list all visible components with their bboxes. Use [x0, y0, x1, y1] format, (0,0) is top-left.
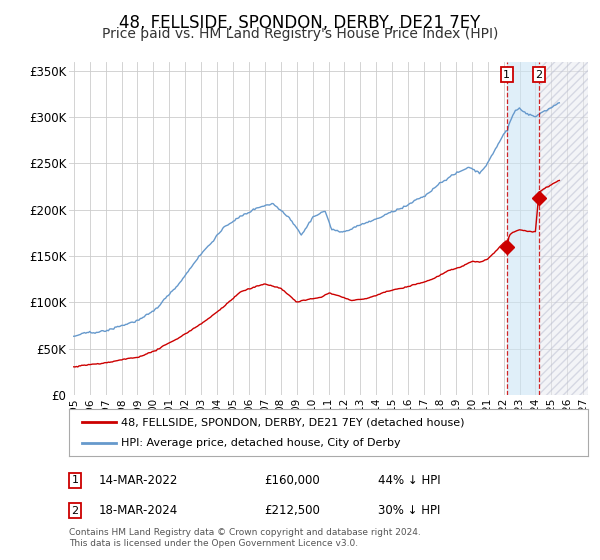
Text: HPI: Average price, detached house, City of Derby: HPI: Average price, detached house, City…: [121, 438, 401, 448]
Text: 1: 1: [71, 475, 79, 486]
Text: 18-MAR-2024: 18-MAR-2024: [99, 504, 178, 517]
Text: 2: 2: [71, 506, 79, 516]
Text: £212,500: £212,500: [264, 504, 320, 517]
Text: £160,000: £160,000: [264, 474, 320, 487]
Text: 44% ↓ HPI: 44% ↓ HPI: [378, 474, 440, 487]
Text: Contains HM Land Registry data © Crown copyright and database right 2024.
This d: Contains HM Land Registry data © Crown c…: [69, 528, 421, 548]
Text: 30% ↓ HPI: 30% ↓ HPI: [378, 504, 440, 517]
Text: 14-MAR-2022: 14-MAR-2022: [99, 474, 178, 487]
Text: Price paid vs. HM Land Registry's House Price Index (HPI): Price paid vs. HM Land Registry's House …: [102, 27, 498, 41]
Text: 48, FELLSIDE, SPONDON, DERBY, DE21 7EY (detached house): 48, FELLSIDE, SPONDON, DERBY, DE21 7EY (…: [121, 417, 464, 427]
Text: 2: 2: [535, 70, 542, 80]
Text: 48, FELLSIDE, SPONDON, DERBY, DE21 7EY: 48, FELLSIDE, SPONDON, DERBY, DE21 7EY: [119, 14, 481, 32]
Text: 1: 1: [503, 70, 511, 80]
